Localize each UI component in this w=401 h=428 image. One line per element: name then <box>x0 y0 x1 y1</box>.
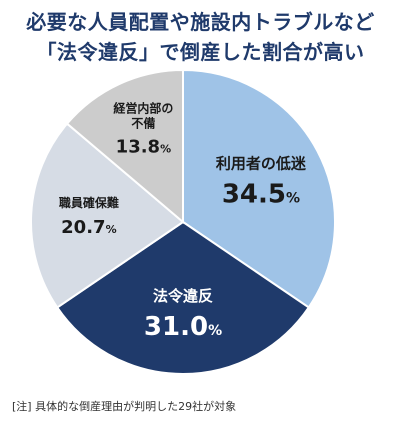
slice-value-2: 31.0% <box>144 312 222 342</box>
chart-title-line-1: 必要な人員配置や施設内トラブルなど <box>26 10 375 34</box>
slice-label-4: 経営内部の不備 <box>113 100 173 130</box>
pie-slice-3 <box>30 122 185 309</box>
slice-value-3: 20.7% <box>61 217 116 238</box>
pie-slice-2 <box>55 220 311 375</box>
pie-slice-1 <box>182 68 336 309</box>
pie-slice-4 <box>65 68 184 225</box>
slice-label-2: 法令違反 <box>153 287 213 305</box>
slice-label-3: 職員確保難 <box>59 195 119 210</box>
slice-value-4: 13.8% <box>116 136 171 157</box>
slice-value-1: 34.5% <box>222 180 300 210</box>
chart-title-line-2: 「法令違反」で倒産した割合が高い <box>36 40 365 64</box>
slice-label-1: 利用者の低迷 <box>216 155 307 173</box>
footnote: [注] 具体的な倒産理由が判明した29社が対象 <box>12 400 237 413</box>
